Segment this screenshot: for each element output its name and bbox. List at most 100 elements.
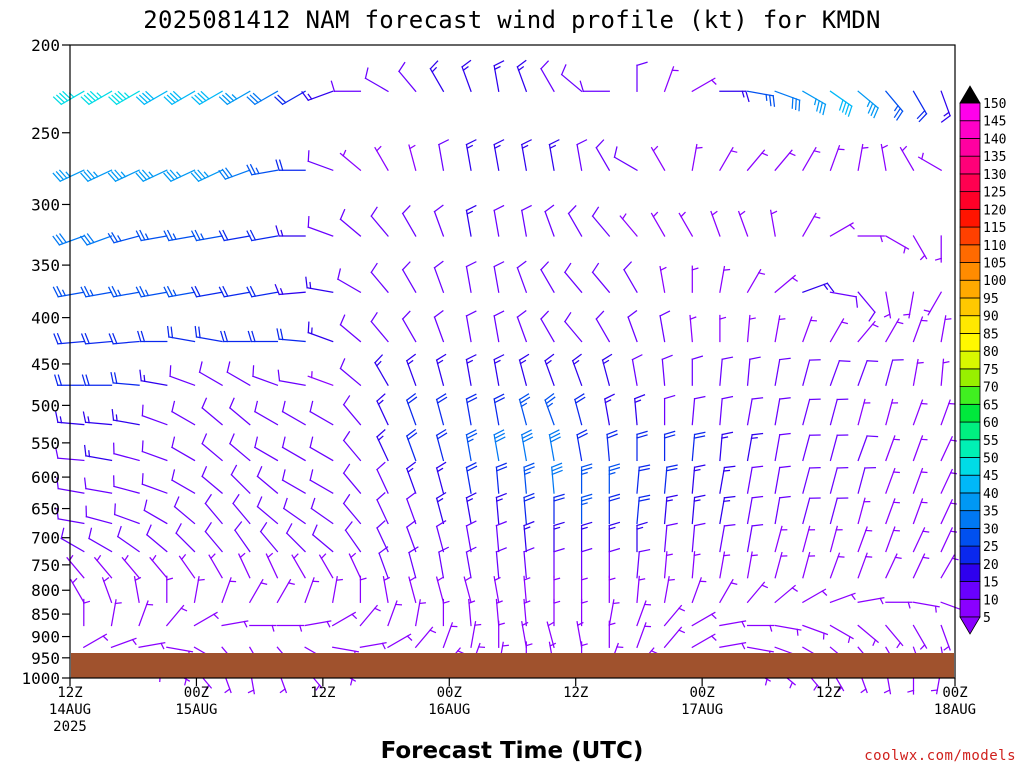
wind-barb — [608, 575, 616, 603]
wind-barb — [719, 90, 750, 103]
wind-barb — [359, 604, 381, 627]
wind-barb — [553, 547, 565, 579]
wind-barb — [339, 358, 362, 387]
wind-barb — [540, 310, 555, 343]
wind-barb — [304, 620, 332, 628]
colorbar-tick-label: 65 — [983, 398, 999, 413]
wind-barb — [689, 314, 697, 343]
colorbar-tick-label: 60 — [983, 416, 999, 431]
wind-barb — [746, 432, 764, 462]
wind-barb — [301, 90, 334, 102]
wind-barb — [829, 291, 859, 308]
wind-barb — [163, 229, 196, 242]
y-tick-label: 300 — [31, 195, 60, 214]
wind-barb — [465, 354, 477, 386]
wind-barb — [608, 599, 620, 627]
wind-barb — [468, 598, 476, 627]
wind-barb — [544, 204, 555, 237]
wind-barb — [435, 576, 445, 604]
wind-barb — [659, 265, 667, 293]
wind-barb — [376, 492, 389, 525]
wind-barb — [246, 90, 279, 106]
wind-barb — [405, 461, 417, 494]
wind-barb — [595, 139, 611, 172]
wind-barb — [493, 60, 505, 93]
wind-barb — [540, 261, 555, 294]
wind-barb — [405, 491, 417, 525]
wind-barb — [465, 204, 477, 237]
wind-barb — [191, 90, 223, 106]
wind-barb — [595, 310, 611, 343]
wind-barb — [553, 493, 565, 525]
wind-barb — [435, 491, 447, 525]
wind-barb — [193, 575, 205, 604]
x-tick-label: 00Z — [184, 685, 209, 701]
wind-barb — [52, 233, 85, 246]
wind-barb — [746, 465, 764, 494]
wind-barb — [141, 473, 168, 494]
wind-barb — [433, 204, 445, 237]
wind-barb — [691, 611, 717, 627]
wind-barb — [331, 611, 358, 627]
wind-barb — [254, 400, 279, 426]
wind-barb — [663, 66, 679, 93]
wind-barb — [493, 429, 506, 462]
colorbar-swatch — [959, 527, 981, 547]
wind-barb — [553, 521, 565, 553]
colorbar-tick-label: 40 — [983, 487, 999, 502]
wind-barb — [774, 432, 791, 462]
wind-barb — [802, 90, 827, 116]
wind-barb — [237, 552, 251, 579]
wind-barb — [337, 268, 362, 294]
wind-barb — [101, 576, 113, 604]
colorbar-tick-label: 10 — [983, 593, 999, 608]
wind-barb — [141, 404, 168, 426]
wind-barb — [318, 553, 334, 579]
wind-barb — [774, 495, 791, 525]
colorbar-tick-label: 25 — [983, 540, 999, 555]
y-tick-label: 850 — [31, 605, 60, 624]
wind-barb — [710, 210, 721, 237]
wind-barb — [175, 523, 196, 553]
wind-barb — [408, 546, 419, 579]
colorbar-swatch — [959, 333, 981, 352]
x-tick-label: 16AUG — [428, 702, 470, 718]
wind-barb — [376, 461, 389, 494]
wind-barb — [204, 521, 223, 553]
wind-barb — [433, 260, 445, 294]
wind-barb — [405, 393, 418, 426]
wind-barb — [405, 353, 417, 387]
wind-barb — [60, 527, 85, 553]
wind-barb — [746, 268, 766, 294]
wind-barbs — [52, 59, 967, 695]
x-tick-label: 15AUG — [175, 702, 217, 718]
wind-barb — [146, 524, 168, 553]
wind-barb — [208, 553, 223, 579]
wind-barb — [495, 547, 507, 579]
wind-barb — [636, 548, 651, 579]
wind-barb — [495, 520, 507, 553]
wind-barb — [55, 447, 85, 462]
wind-barb — [857, 526, 873, 553]
wind-barb — [330, 80, 362, 93]
wind-barb — [829, 434, 849, 462]
wind-barb — [636, 575, 646, 603]
wind-barb — [576, 429, 588, 462]
wind-barb — [636, 430, 648, 462]
wind-barb — [576, 620, 584, 649]
colorbar-tick-label: 85 — [983, 327, 999, 342]
wind-barb — [401, 310, 417, 343]
wind-barb — [465, 393, 478, 426]
wind-barb — [226, 361, 251, 387]
wind-barb — [493, 393, 505, 426]
wind-barb — [912, 235, 928, 261]
wind-barb — [171, 469, 196, 494]
wind-barb — [465, 461, 478, 494]
y-tick-label: 800 — [31, 581, 60, 600]
colorbar-tick-label: 145 — [983, 115, 1006, 130]
wind-barb — [135, 169, 168, 183]
wind-barb — [802, 146, 821, 172]
wind-barb — [857, 597, 885, 605]
wind-barb — [193, 611, 219, 627]
wind-barb — [429, 60, 445, 93]
